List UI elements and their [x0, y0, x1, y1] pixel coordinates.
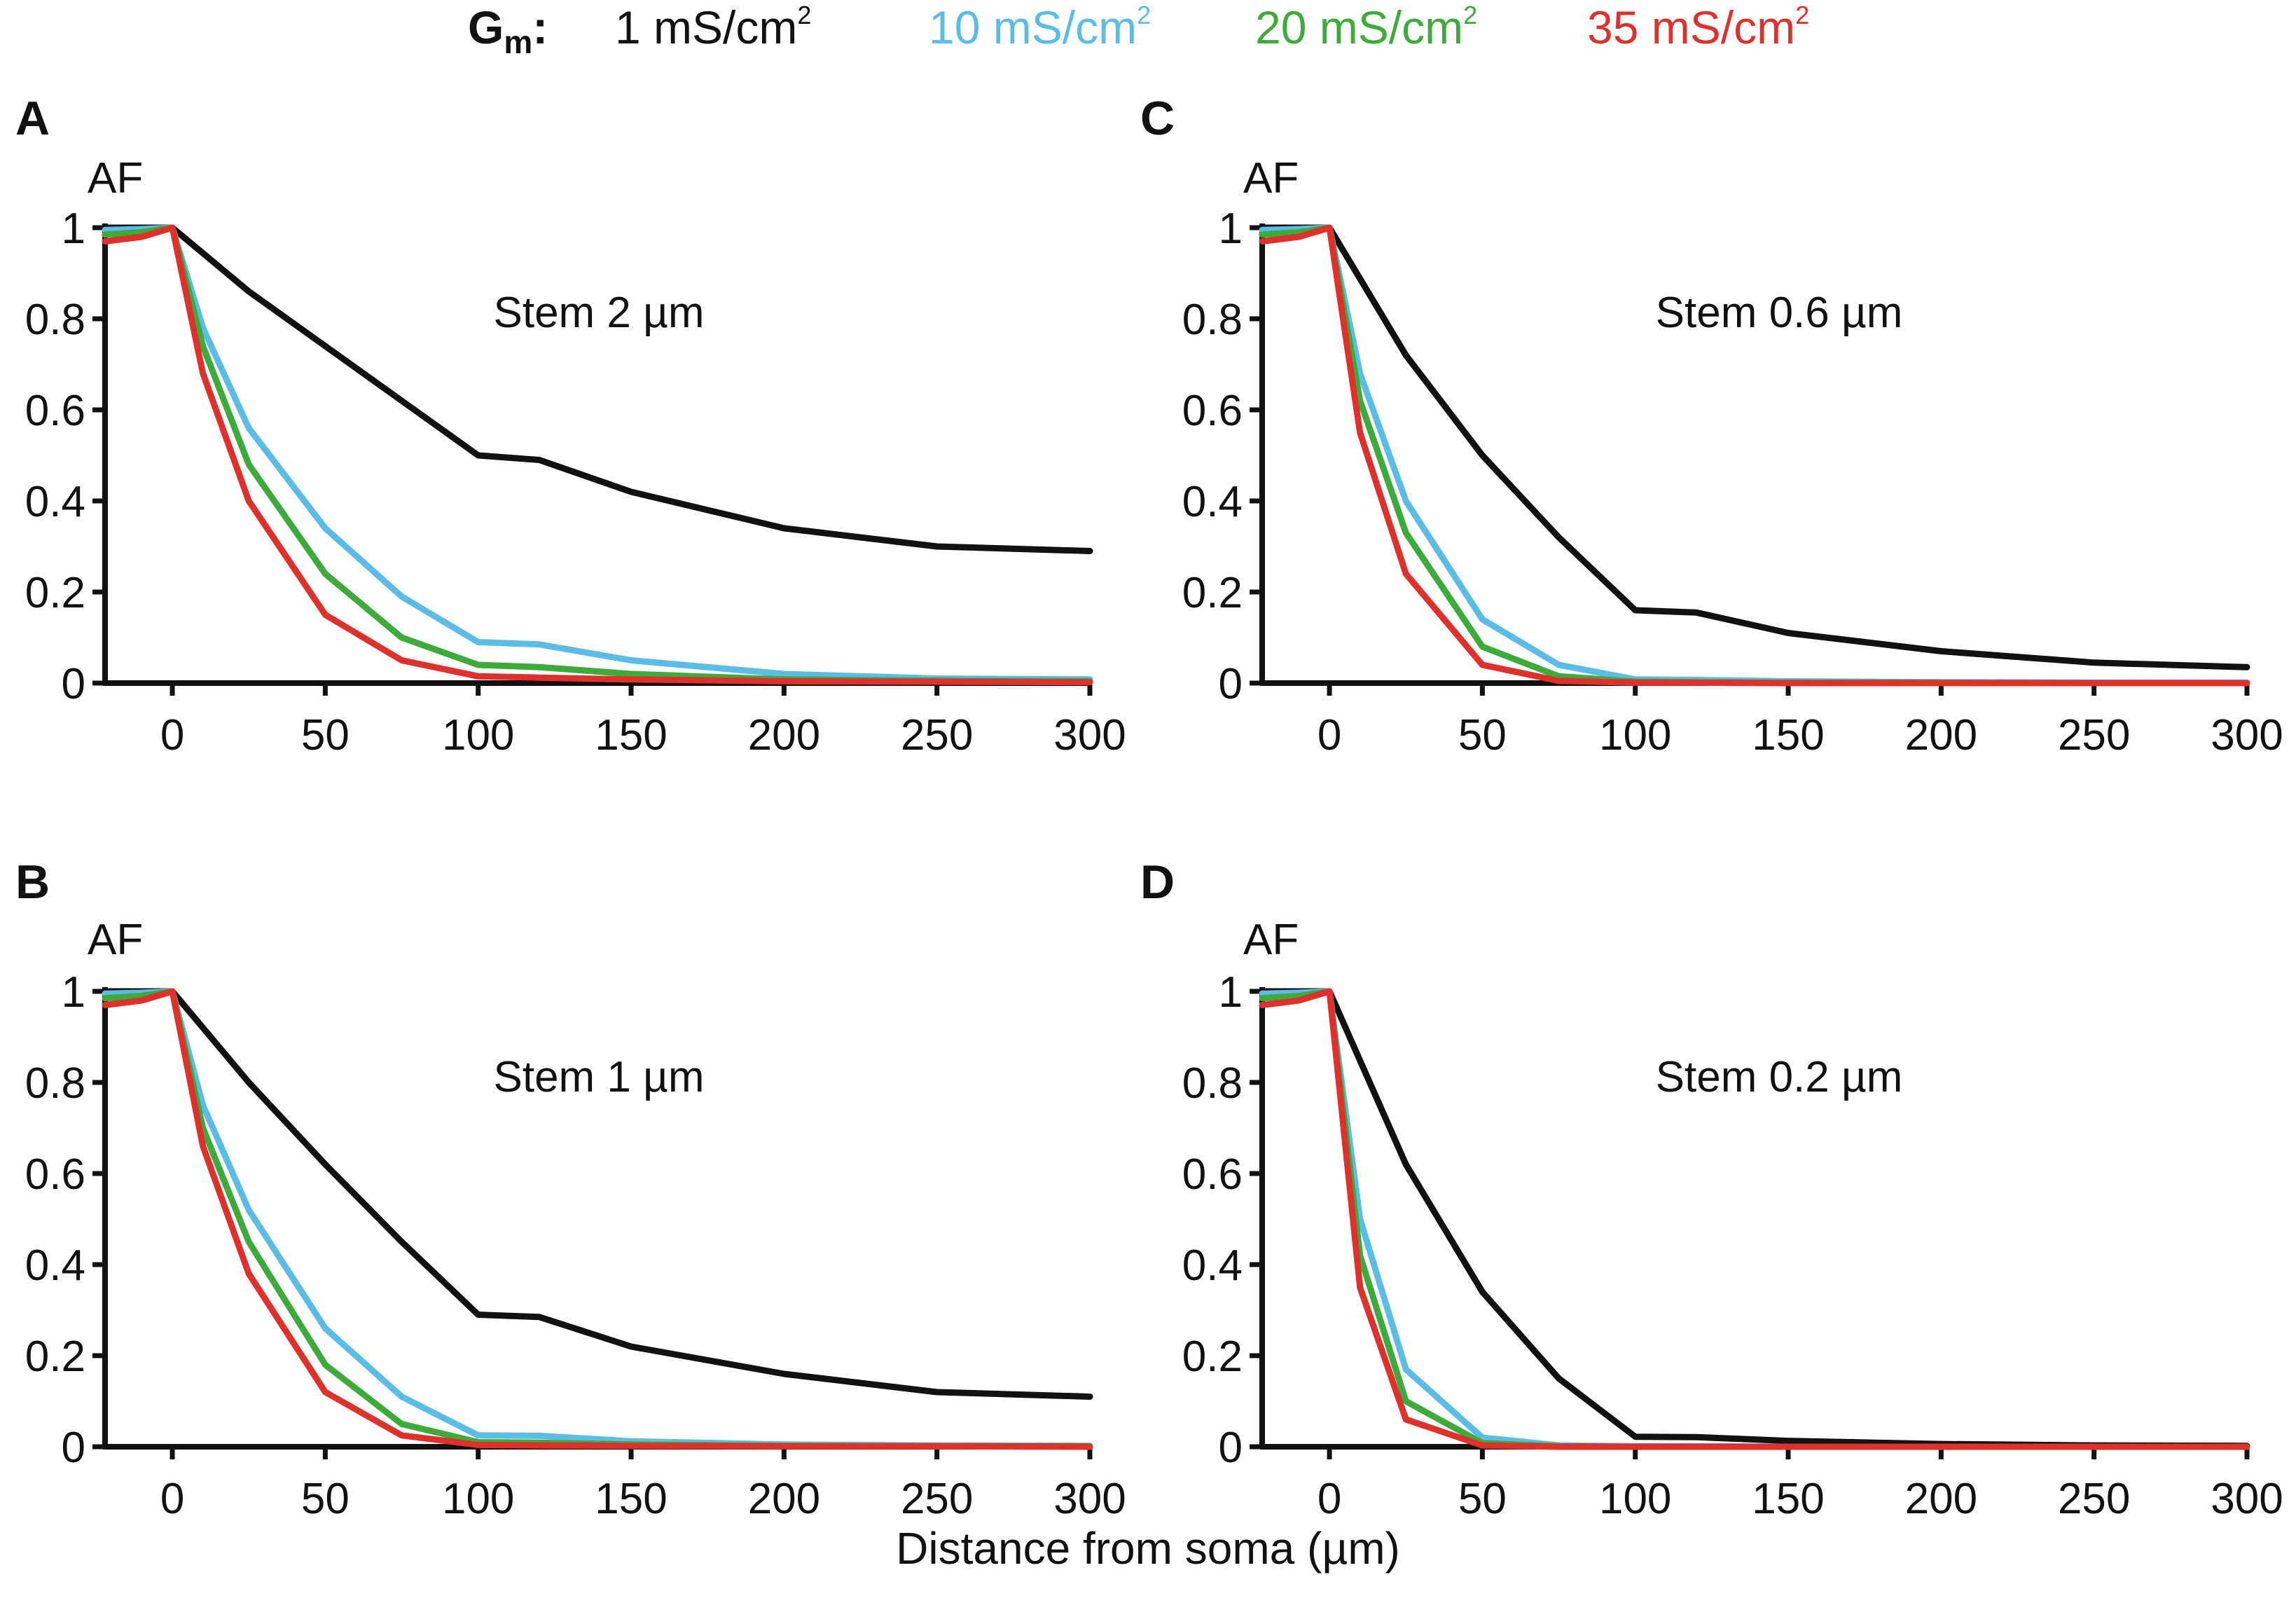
panel-letter: A — [15, 92, 50, 145]
x-tick-label: 50 — [1458, 711, 1507, 759]
y-tick-label: 0.2 — [25, 569, 85, 617]
x-tick-label: 300 — [1053, 711, 1126, 759]
y-tick-label: 1 — [1219, 205, 1243, 253]
legend-item-2-text: 10 mS/cm — [929, 1, 1137, 53]
legend-label: Gm: — [468, 1, 548, 60]
x-axis-label: Distance from soma (µm) — [896, 1523, 1400, 1574]
y-tick-label: 1 — [1219, 968, 1243, 1017]
legend-item-2: 10 mS/cm2 — [929, 1, 1151, 53]
legend-item-4-sup: 2 — [1795, 1, 1809, 29]
y-tick-label: 0.8 — [25, 296, 85, 344]
panel-letter: B — [15, 855, 50, 909]
panel-letter: C — [1140, 92, 1175, 145]
y-tick-label: 0 — [62, 660, 85, 708]
series-line-4 — [102, 224, 1093, 686]
legend-item-3-text: 20 mS/cm — [1255, 1, 1463, 53]
x-tick-label: 100 — [1599, 711, 1671, 759]
y-tick-label: 0.2 — [1182, 1333, 1243, 1381]
legend: Gm: 1 mS/cm2 10 mS/cm2 20 mS/cm2 35 mS/c… — [468, 1, 1809, 60]
x-tick-label: 250 — [2058, 711, 2130, 759]
series-line-4 — [1259, 988, 2250, 1450]
x-tick-label: 0 — [160, 711, 184, 759]
x-tick-label: 200 — [1905, 1475, 1977, 1523]
x-tick-label: 100 — [1599, 1475, 1671, 1523]
y-tick-label: 0.4 — [25, 1241, 85, 1290]
panel-title: Stem 1 µm — [493, 1053, 704, 1101]
x-tick-label: 300 — [1053, 1475, 1126, 1523]
y-tick-label: 0.8 — [25, 1059, 85, 1108]
x-tick-label: 250 — [2058, 1475, 2130, 1523]
x-tick-label: 150 — [1752, 1475, 1824, 1523]
legend-item-4-text: 35 mS/cm — [1587, 1, 1795, 53]
x-tick-label: 0 — [1318, 1475, 1341, 1523]
panel-b: B AF Stem 1 µm 0 0.2 0.4 0.6 0.8 1 0 50 100 150 200 25… — [15, 855, 1126, 1523]
y-tick-label: 0.4 — [25, 478, 85, 526]
x-tick-label: 150 — [595, 1475, 667, 1523]
y-tick-label: 0.6 — [1182, 387, 1243, 435]
x-tick-label: 50 — [1458, 1475, 1507, 1523]
y-tick-label: 0.2 — [25, 1333, 85, 1381]
y-axis-label: AF — [1243, 916, 1299, 964]
panel-title: Stem 2 µm — [493, 289, 704, 337]
legend-item-1-text: 1 mS/cm — [615, 1, 797, 53]
legend-item-3-sup: 2 — [1463, 1, 1477, 29]
legend-label-main: G — [468, 1, 504, 53]
y-tick-label: 0 — [1219, 1424, 1243, 1472]
y-tick-label: 1 — [62, 205, 85, 253]
y-axis-label: AF — [1243, 154, 1299, 202]
y-tick-label: 0 — [1219, 660, 1243, 708]
y-tick-label: 0.4 — [1182, 478, 1243, 526]
x-tick-label: 150 — [1752, 711, 1824, 759]
panel-title: Stem 0.6 µm — [1656, 289, 1903, 337]
legend-item-3: 20 mS/cm2 — [1255, 1, 1477, 53]
x-tick-label: 150 — [595, 711, 667, 759]
series-line-1 — [102, 224, 1093, 554]
legend-label-colon: : — [532, 1, 548, 53]
x-tick-label: 0 — [160, 1475, 184, 1523]
y-tick-label: 0.6 — [25, 387, 85, 435]
series-line-4 — [102, 988, 1093, 1450]
x-tick-label: 50 — [301, 711, 350, 759]
panel-letter: D — [1140, 855, 1175, 909]
series-line-1 — [1259, 224, 2250, 670]
x-tick-label: 250 — [901, 711, 973, 759]
x-tick-label: 100 — [442, 1475, 514, 1523]
x-tick-label: 300 — [2211, 711, 2283, 759]
y-tick-label: 0.8 — [1182, 1059, 1243, 1108]
panel-a: A AF Stem 2 µm 0 0.2 0.4 0.6 0.8 1 0 50 100 150 200 25… — [15, 92, 1126, 759]
y-axis-label: AF — [88, 154, 143, 202]
y-tick-label: 0.6 — [25, 1150, 85, 1199]
panel-d: D AF Stem 0.2 µm 0 0.2 0.4 0.6 0.8 1 0 50 100 150 200… — [1140, 855, 2283, 1523]
panel-c: C AF Stem 0.6 µm 0 0.2 0.4 0.6 0.8 1 0 50 100 150 200… — [1140, 92, 2283, 759]
legend-item-4: 35 mS/cm2 — [1587, 1, 1809, 53]
x-tick-label: 200 — [1905, 711, 1977, 759]
y-tick-label: 0.2 — [1182, 569, 1243, 617]
panel-title: Stem 0.2 µm — [1656, 1053, 1903, 1101]
x-tick-label: 0 — [1318, 711, 1341, 759]
legend-item-1: 1 mS/cm2 — [615, 1, 811, 53]
x-tick-label: 100 — [442, 711, 514, 759]
x-tick-label: 250 — [901, 1475, 973, 1523]
y-tick-label: 0.6 — [1182, 1150, 1243, 1199]
y-tick-label: 0 — [62, 1424, 85, 1472]
y-tick-label: 1 — [62, 968, 85, 1017]
x-tick-label: 200 — [748, 1475, 820, 1523]
series-line-1 — [102, 988, 1093, 1400]
x-tick-label: 300 — [2211, 1475, 2283, 1523]
x-tick-label: 50 — [301, 1475, 350, 1523]
y-axis-label: AF — [88, 916, 143, 964]
y-tick-label: 0.4 — [1182, 1241, 1243, 1290]
y-tick-label: 0.8 — [1182, 296, 1243, 344]
legend-item-2-sup: 2 — [1137, 1, 1151, 29]
legend-item-1-sup: 2 — [797, 1, 811, 29]
legend-label-sub: m — [504, 24, 532, 60]
x-tick-label: 200 — [748, 711, 820, 759]
series-line-4 — [1259, 224, 2250, 687]
